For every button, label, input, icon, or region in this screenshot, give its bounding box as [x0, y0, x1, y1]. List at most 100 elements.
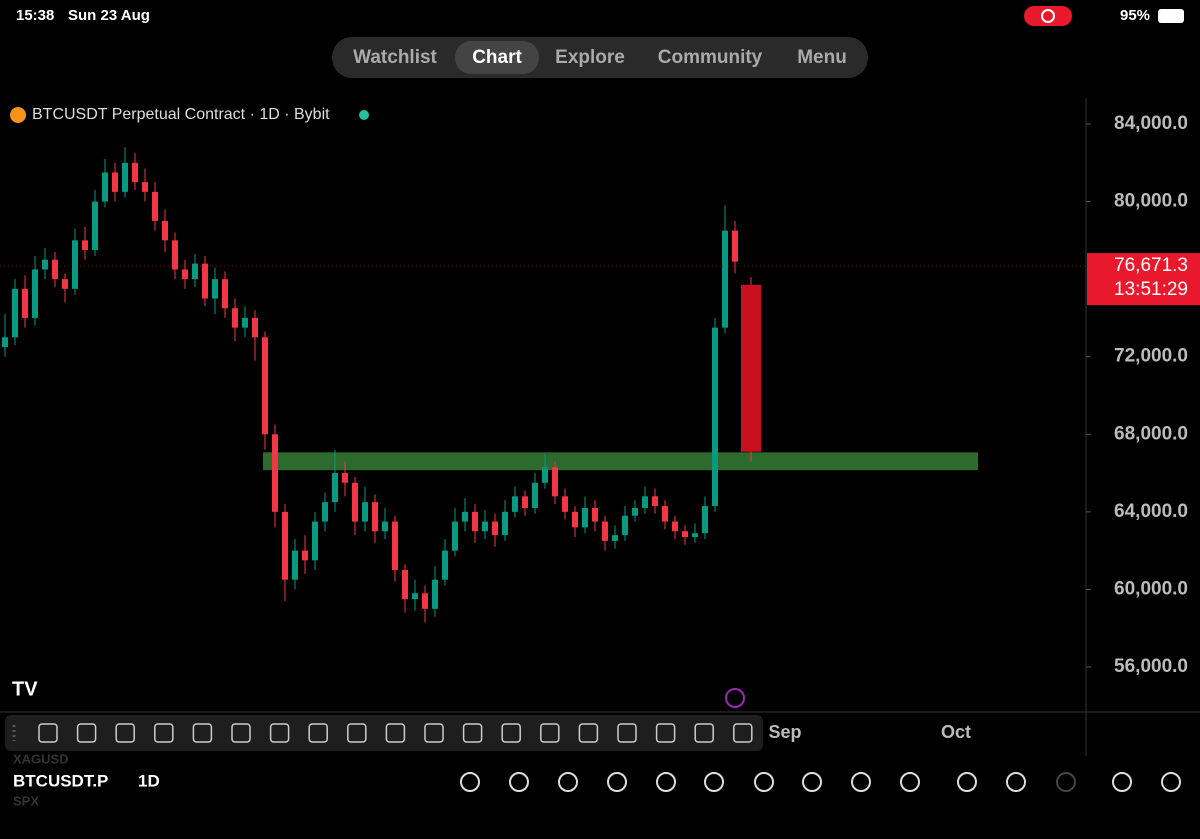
candle-body [202, 263, 208, 299]
toolbar-button[interactable] [851, 772, 871, 792]
candle-body [2, 337, 8, 348]
tab[interactable]: Chart [472, 47, 522, 68]
candle-body [602, 521, 608, 541]
candle-body [452, 521, 458, 551]
events-icon[interactable] [725, 688, 745, 708]
candle-body [462, 511, 468, 522]
candle-body [612, 535, 618, 541]
tab[interactable]: Watchlist [353, 47, 437, 68]
toolbar-button[interactable] [1161, 772, 1181, 792]
drawing-tool[interactable] [655, 723, 676, 743]
symbol-button[interactable]: BTCUSDT.P [13, 771, 108, 790]
x-tick-label: Oct [941, 722, 971, 742]
tab[interactable]: Menu [797, 47, 847, 68]
market-open-dot [359, 110, 369, 120]
drawing-tool[interactable] [115, 723, 135, 743]
candle-body [492, 521, 498, 536]
y-tick-label: 56,000.0 [1114, 656, 1188, 677]
candle-body [292, 550, 298, 580]
toolbar-button[interactable] [607, 772, 627, 792]
candle-body [632, 507, 638, 516]
toolbar-button[interactable] [957, 772, 977, 792]
drawing-tool[interactable] [462, 723, 483, 743]
candle-body [672, 521, 678, 532]
y-tick-label: 84,000.0 [1114, 113, 1188, 134]
drawing-tool[interactable] [424, 723, 444, 743]
candle-body [522, 496, 528, 508]
toolbar-button[interactable] [460, 772, 480, 792]
drawing-tool[interactable] [540, 723, 560, 743]
candle-body [582, 507, 588, 528]
tab[interactable]: Explore [555, 47, 625, 68]
toolbar-button[interactable] [656, 772, 676, 792]
drawing-tool[interactable] [269, 723, 290, 743]
battery: 95% [1120, 7, 1150, 24]
clock: 15:38 [16, 7, 54, 24]
drawing-tool[interactable] [76, 723, 97, 743]
candle-body [42, 259, 48, 270]
drawing-tool[interactable] [385, 723, 406, 743]
candle-body [682, 531, 688, 538]
candle-body [352, 482, 358, 522]
tab[interactable]: Community [658, 47, 763, 68]
candle-body [342, 473, 348, 483]
candle-body [102, 172, 108, 202]
candle-body [382, 521, 388, 532]
candle-body [482, 521, 488, 532]
y-tick-label: 68,000.0 [1114, 423, 1188, 444]
drawing-tool[interactable] [231, 723, 251, 743]
drawing-tool[interactable] [501, 723, 521, 743]
interval-button[interactable]: 1D [138, 771, 160, 790]
drawing-tool[interactable] [347, 723, 367, 743]
candle-body [112, 172, 118, 192]
toolbar-button[interactable] [509, 772, 529, 792]
candle-body [622, 515, 628, 536]
toolbar-button[interactable] [1056, 772, 1076, 792]
candle-body [362, 502, 368, 522]
candle-body [182, 269, 188, 280]
candle-body [312, 521, 318, 561]
battery-icon [1158, 9, 1184, 23]
drawing-tool[interactable] [733, 723, 753, 743]
candle-body [62, 279, 68, 289]
candle-body [142, 182, 148, 192]
last-price-label: 76,671.3 [1114, 255, 1188, 276]
candle-body [32, 269, 38, 318]
candle-body [282, 511, 288, 580]
candle-body [572, 511, 578, 528]
candle-body [162, 220, 168, 241]
toolbar-button[interactable] [1112, 772, 1132, 792]
y-tick-label: 60,000.0 [1114, 578, 1188, 599]
toolbar-button[interactable] [802, 772, 822, 792]
drawing-tool[interactable] [192, 723, 213, 743]
candle-body [262, 337, 268, 435]
drawing-tool[interactable] [154, 723, 174, 743]
candle-body [12, 288, 18, 338]
symbol-title: BTCUSDT Perpetual Contract · 1D · Bybit [32, 106, 330, 123]
toolbar-button[interactable] [704, 772, 724, 792]
candle-body [722, 230, 728, 328]
candle-body [122, 162, 128, 192]
candle-body [422, 593, 428, 609]
toolbar-button[interactable] [558, 772, 578, 792]
candle-body [712, 327, 718, 507]
drawing-tool[interactable] [308, 723, 328, 743]
candle-body [562, 496, 568, 512]
toolbar-button[interactable] [900, 772, 920, 792]
candle-body [392, 521, 398, 571]
drawing-tool[interactable] [578, 723, 599, 743]
toolbar-button[interactable] [754, 772, 774, 792]
candle-body [662, 506, 668, 522]
active-tab-bg [455, 41, 539, 74]
candle-body [472, 511, 478, 532]
candle-body [741, 284, 761, 452]
drawing-tool[interactable] [38, 723, 58, 743]
drawing-tool[interactable] [694, 723, 714, 743]
candle-body [322, 502, 328, 522]
drawing-tool[interactable] [617, 723, 637, 743]
y-tick-label: 72,000.0 [1114, 346, 1188, 367]
toolbar-button[interactable] [1006, 772, 1026, 792]
date: Sun 23 Aug [68, 7, 150, 24]
